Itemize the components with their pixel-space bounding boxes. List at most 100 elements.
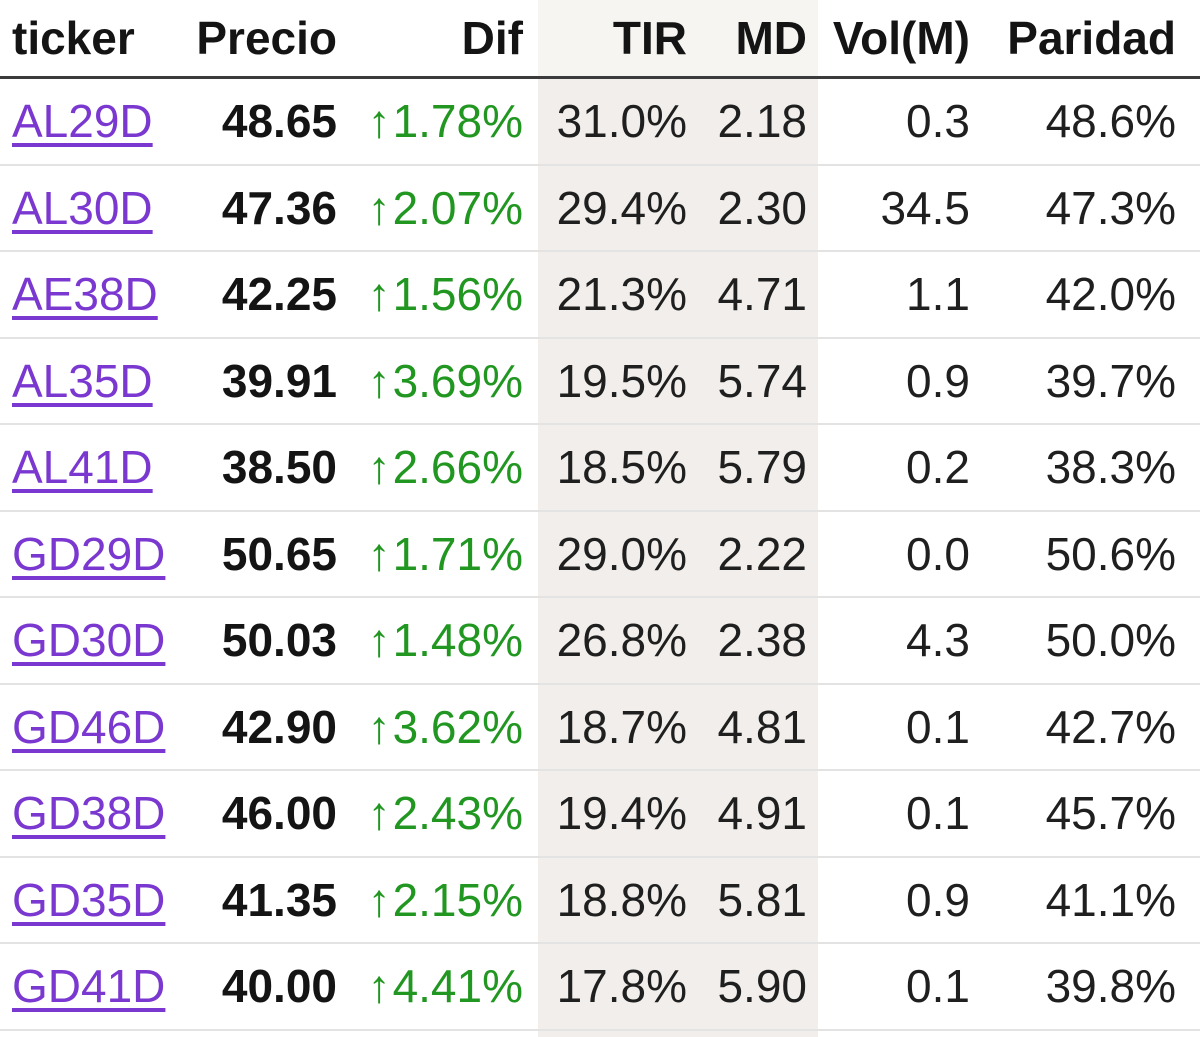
- dif-percent: 3.69%: [392, 354, 523, 407]
- md-value: 5.74: [700, 337, 818, 425]
- dif-value: ↑2.43%: [345, 770, 538, 858]
- up-arrow-icon: ↑: [367, 181, 391, 234]
- dif-value: ↑2.15%: [345, 856, 538, 944]
- table-row: GD29D 50.65 ↑1.71% 29.0% 2.22 0.0 50.6%: [0, 510, 1200, 598]
- precio-value: 50.65: [150, 510, 345, 598]
- ticker-cell: GD30D: [0, 597, 165, 685]
- tir-value: 21.3%: [538, 251, 700, 339]
- dif-value: ↑2.66%: [345, 424, 538, 512]
- column-header-dif[interactable]: Dif: [345, 0, 538, 79]
- up-arrow-icon: ↑: [367, 700, 391, 753]
- dif-value: ↑4.41%: [345, 943, 538, 1031]
- vol-value: 0.1: [818, 683, 985, 771]
- md-value: 2.22: [700, 510, 818, 598]
- tir-value: 18.5%: [538, 424, 700, 512]
- vol-value: 0.9: [818, 337, 985, 425]
- precio-value: 46.00: [150, 770, 345, 858]
- vol-value: 0.3: [818, 77, 985, 166]
- paridad-value: 48.6%: [985, 77, 1200, 166]
- vol-value: 0.2: [818, 424, 985, 512]
- ticker-link[interactable]: GD35D: [12, 873, 166, 926]
- ticker-link[interactable]: AL29D: [12, 95, 153, 148]
- vol-value: 0.0: [818, 510, 985, 598]
- md-value: 5.79: [700, 424, 818, 512]
- precio-value: 42.90: [150, 683, 345, 771]
- paridad-value: 41.1%: [985, 856, 1200, 944]
- paridad-value: 42.0%: [985, 251, 1200, 339]
- precio-value: 39.91: [150, 337, 345, 425]
- ticker-cell: AL29D: [0, 77, 153, 166]
- ticker-link[interactable]: AE38D: [12, 268, 158, 321]
- md-value: 5.90: [700, 943, 818, 1031]
- vol-value: 0.1: [818, 770, 985, 858]
- tir-value: 19.5%: [538, 337, 700, 425]
- ticker-cell: GD29D: [0, 510, 165, 598]
- up-arrow-icon: ↑: [367, 873, 391, 926]
- tir-value: 19.4%: [538, 770, 700, 858]
- ticker-cell: GD46D: [0, 683, 165, 771]
- dif-percent: 4.41%: [392, 960, 523, 1013]
- up-arrow-icon: ↑: [367, 441, 391, 494]
- column-header-tir[interactable]: TIR: [538, 0, 700, 79]
- ticker-cell: AL41D: [0, 424, 153, 512]
- dif-value: ↑1.48%: [345, 597, 538, 685]
- column-header-ticker[interactable]: ticker: [0, 0, 150, 79]
- ticker-cell: GD35D: [0, 856, 165, 944]
- up-arrow-icon: ↑: [367, 268, 391, 321]
- ticker-link[interactable]: AL35D: [12, 354, 153, 407]
- vol-value: 4.3: [818, 597, 985, 685]
- ticker-link[interactable]: GD38D: [12, 787, 166, 840]
- table-row: GD38D 46.00 ↑2.43% 19.4% 4.91 0.1 45.7%: [0, 770, 1200, 858]
- table-header-row: ticker Precio Dif TIR MD Vol(M) Paridad: [0, 0, 1200, 79]
- ticker-cell: AL30D: [0, 164, 153, 252]
- column-header-precio[interactable]: Precio: [150, 0, 345, 79]
- md-value: 2.18: [700, 77, 818, 166]
- dif-percent: 1.71%: [392, 527, 523, 580]
- dif-value: ↑1.56%: [345, 251, 538, 339]
- precio-value: 41.35: [150, 856, 345, 944]
- column-header-vol[interactable]: Vol(M): [818, 0, 985, 79]
- dif-value: ↑3.62%: [345, 683, 538, 771]
- paridad-value: 45.7%: [985, 770, 1200, 858]
- up-arrow-icon: ↑: [367, 527, 391, 580]
- ticker-cell: GD38D: [0, 770, 165, 858]
- column-header-paridad[interactable]: Paridad: [985, 0, 1200, 79]
- precio-value: 48.65: [150, 77, 345, 166]
- ticker-link[interactable]: GD29D: [12, 527, 166, 580]
- up-arrow-icon: ↑: [367, 960, 391, 1013]
- ticker-cell: AL35D: [0, 337, 153, 425]
- dif-value: ↑3.69%: [345, 337, 538, 425]
- table-row: GD35D 41.35 ↑2.15% 18.8% 5.81 0.9 41.1%: [0, 856, 1200, 944]
- table-row: AL41D 38.50 ↑2.66% 18.5% 5.79 0.2 38.3%: [0, 424, 1200, 512]
- dif-value: ↑2.07%: [345, 164, 538, 252]
- column-header-md[interactable]: MD: [700, 0, 818, 79]
- ticker-link[interactable]: GD46D: [12, 700, 166, 753]
- vol-value: 0.9: [818, 856, 985, 944]
- table-row: AL29D 48.65 ↑1.78% 31.0% 2.18 0.3 48.6%: [0, 77, 1200, 166]
- up-arrow-icon: ↑: [367, 614, 391, 667]
- tir-value: 18.8%: [538, 856, 700, 944]
- precio-value: 42.25: [150, 251, 345, 339]
- dif-percent: 1.56%: [392, 268, 523, 321]
- ticker-link[interactable]: GD30D: [12, 614, 166, 667]
- dif-percent: 1.48%: [392, 614, 523, 667]
- dif-percent: 1.78%: [392, 95, 523, 148]
- precio-value: 50.03: [150, 597, 345, 685]
- ticker-link[interactable]: GD41D: [12, 960, 166, 1013]
- dif-value: ↑1.71%: [345, 510, 538, 598]
- paridad-value: 50.6%: [985, 510, 1200, 598]
- ticker-cell: GD41D: [0, 943, 165, 1031]
- up-arrow-icon: ↑: [367, 787, 391, 840]
- up-arrow-icon: ↑: [367, 354, 391, 407]
- dif-percent: 3.62%: [392, 700, 523, 753]
- ticker-link[interactable]: AL41D: [12, 441, 153, 494]
- tir-value: 18.7%: [538, 683, 700, 771]
- paridad-value: 50.0%: [985, 597, 1200, 685]
- paridad-value: 39.8%: [985, 943, 1200, 1031]
- paridad-value: 38.3%: [985, 424, 1200, 512]
- table-row: AE38D 42.25 ↑1.56% 21.3% 4.71 1.1 42.0%: [0, 251, 1200, 339]
- ticker-link[interactable]: AL30D: [12, 181, 153, 234]
- tir-value: 31.0%: [538, 77, 700, 166]
- dif-percent: 2.66%: [392, 441, 523, 494]
